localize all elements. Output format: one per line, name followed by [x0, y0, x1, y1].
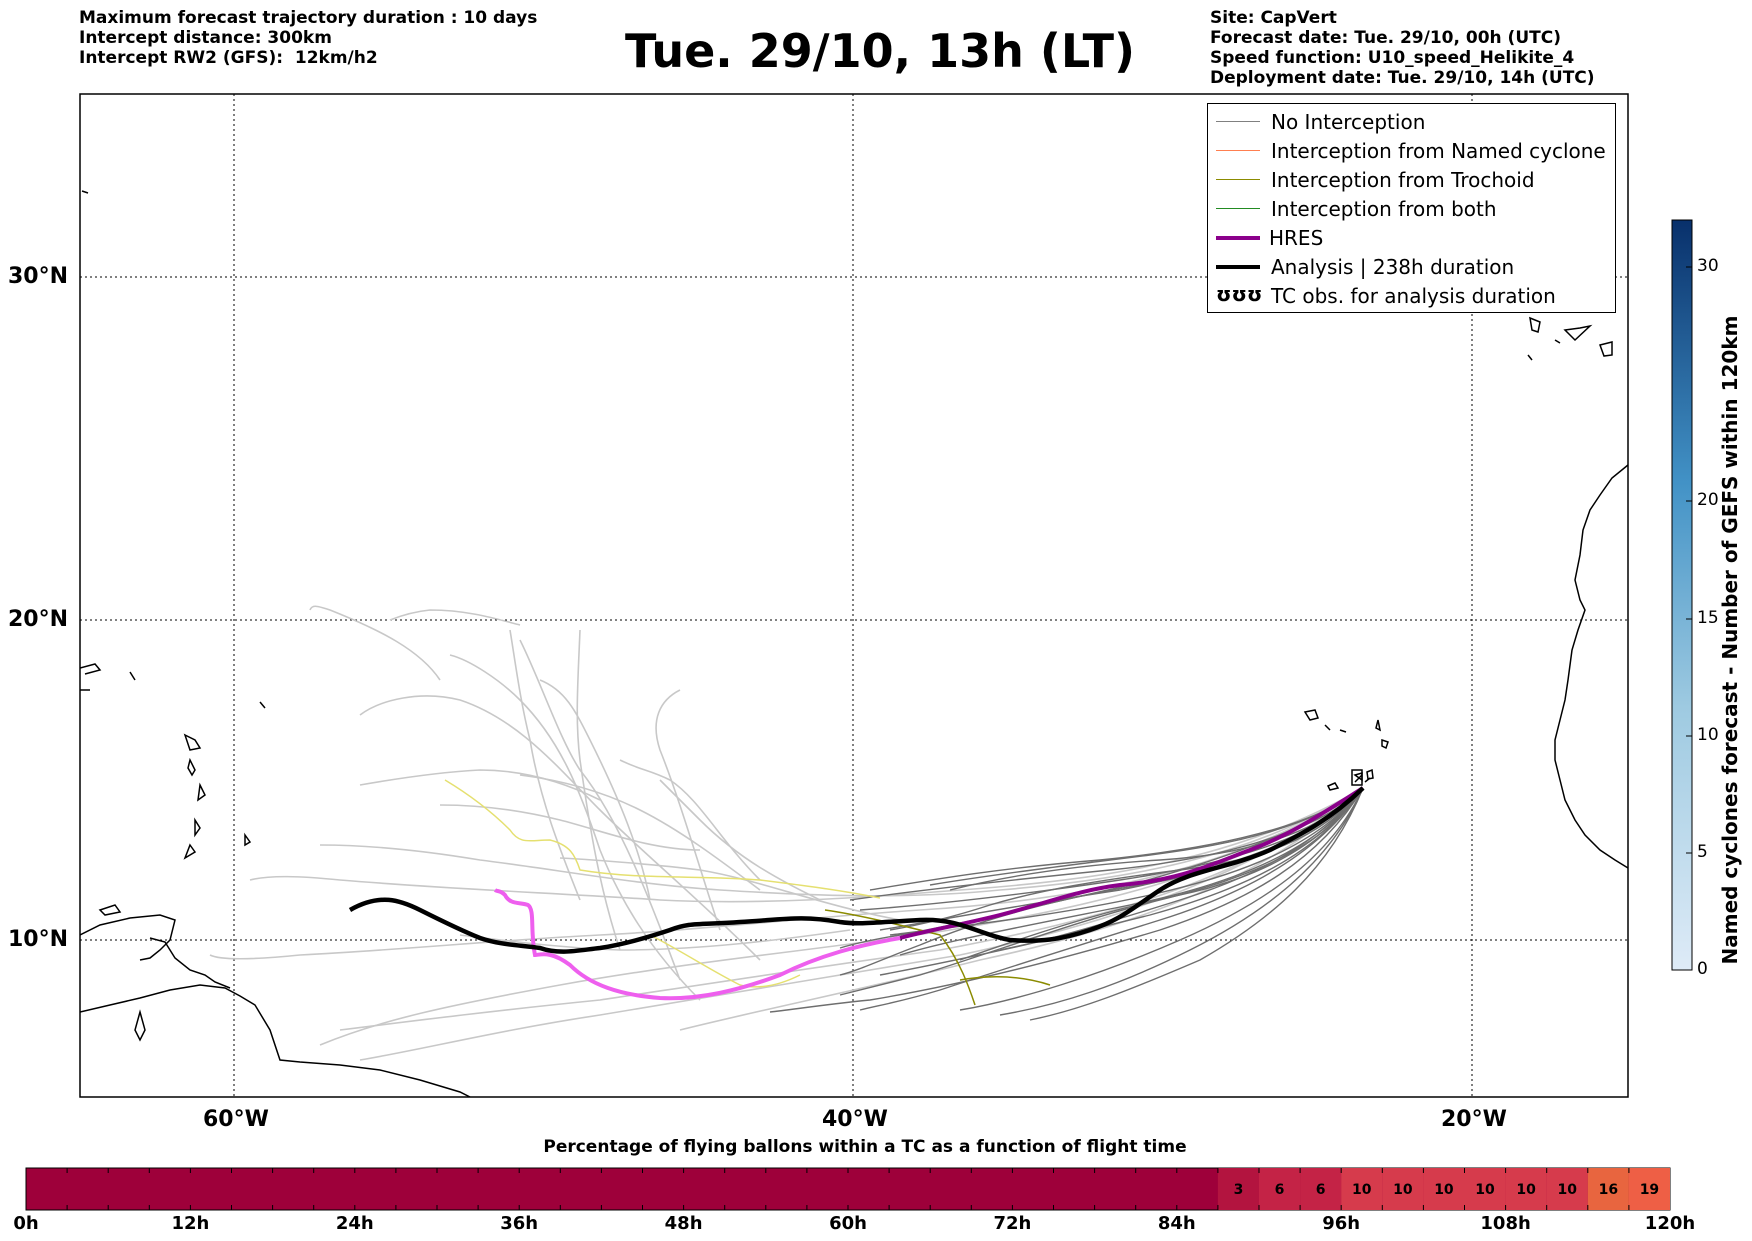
flight-time-bar-tick-label: 36h [500, 1213, 539, 1234]
header-line-forecast-date: Forecast date: Tue. 29/10, 00h (UTC) [1210, 28, 1561, 48]
colorbar-tick-0: 0 [1697, 959, 1708, 979]
trajectories-no-interception [769, 787, 1364, 1021]
header-right: Site: CapVert Forecast date: Tue. 29/10,… [1210, 8, 1595, 88]
flight-time-bar-tick-label: 96h [1322, 1213, 1361, 1234]
flight-time-bar-tick-label: 120h [1644, 1213, 1696, 1234]
lat-label-20n: 20°N [8, 607, 69, 632]
flight-time-bar-value: 6 [1315, 1182, 1326, 1198]
tc-symbol-icon: ʊʊʊ [1216, 282, 1263, 306]
flight-time-bar-cell [1505, 1168, 1547, 1210]
coastlines [80, 190, 1628, 1097]
flight-time-bar-cell [1259, 1168, 1301, 1210]
flight-time-bar-value: 10 [1557, 1182, 1577, 1198]
flight-time-bar-value: 19 [1639, 1182, 1660, 1198]
map-frame [79, 93, 1629, 1098]
lon-label-60w: 60°W [203, 1107, 269, 1132]
flight-time-bar-value: 16 [1598, 1182, 1619, 1198]
flight-time-bar-value: 3 [1233, 1182, 1244, 1198]
flight-time-bar-tick-label: 72h [993, 1213, 1032, 1234]
colorbar-label: Named cyclones forecast - Number of GEFS… [1718, 315, 1742, 965]
hres-trajectory [899, 786, 1365, 940]
flight-time-bar-tick-label: 12h [171, 1213, 210, 1234]
flight-time-bar [25, 1167, 1671, 1211]
page-title: Tue. 29/10, 13h (LT) [625, 24, 1135, 78]
trajectories-faded [209, 605, 1364, 1061]
flight-time-bar-cell [1382, 1168, 1424, 1210]
flight-time-bar-cell [1587, 1168, 1629, 1210]
flight-time-bar-tick-label: 48h [664, 1213, 703, 1234]
flight-time-bar-tick-label: 0h [13, 1213, 39, 1234]
lat-label-10n: 10°N [8, 927, 69, 952]
lon-label-40w: 40°W [822, 1107, 888, 1132]
flight-time-bar-cell [1423, 1168, 1465, 1210]
map-legend: No Interception Interception from Named … [1207, 103, 1616, 313]
hres-trajectory-early [493, 888, 901, 1001]
header-left: Maximum forecast trajectory duration : 1… [79, 8, 537, 68]
flight-time-bar-cell [1464, 1168, 1506, 1210]
header-line-site: Site: CapVert [1210, 8, 1337, 28]
colorbar-tick-10: 10 [1697, 725, 1719, 745]
header-line-deployment-date: Deployment date: Tue. 29/10, 14h (UTC) [1210, 68, 1595, 88]
flight-time-bar-cell [1341, 1168, 1383, 1210]
header-line-speed-function: Speed function: U10_speed_Helikite_4 [1210, 48, 1575, 68]
flight-time-bar-value: 6 [1274, 1182, 1285, 1198]
flight-time-bar-value: 10 [1434, 1182, 1454, 1198]
analysis-trajectory [348, 786, 1365, 954]
header-line-duration: Maximum forecast trajectory duration : 1… [79, 8, 538, 28]
flight-time-bar-tick-label: 84h [1157, 1213, 1196, 1234]
trajectories-trochoid [444, 779, 1051, 1006]
lat-label-30n: 30°N [8, 264, 69, 289]
flight-time-bar-value: 10 [1352, 1182, 1372, 1198]
flight-time-bar-tick-label: 24h [335, 1213, 374, 1234]
flight-time-bar-tick-label: 60h [829, 1213, 867, 1234]
lon-label-20w: 20°W [1441, 1107, 1507, 1132]
flight-time-bar-cell [1628, 1168, 1670, 1210]
flight-time-bar-value: 10 [1393, 1182, 1413, 1198]
colorbar-tick-15: 15 [1697, 608, 1719, 628]
flight-time-bar-tick-label: 108h [1480, 1213, 1531, 1234]
header-line-distance: Intercept distance: 300km [79, 28, 332, 48]
flight-time-bar-cell [1300, 1168, 1342, 1210]
header-line-rw2: Intercept RW2 (GFS): 12km/h2 [79, 48, 378, 68]
colorbar-tick-20: 20 [1697, 490, 1719, 510]
flight-time-bar-title: Percentage of flying ballons within a TC… [543, 1137, 1187, 1157]
colorbar [1671, 219, 1693, 971]
flight-time-bar-cell [1546, 1168, 1588, 1210]
flight-time-bar-value: 10 [1516, 1182, 1536, 1198]
flight-time-bar-value: 10 [1475, 1182, 1495, 1198]
flight-time-bar-cell [1217, 1168, 1259, 1210]
colorbar-tick-5: 5 [1697, 842, 1708, 862]
colorbar-tick-30: 30 [1697, 256, 1719, 276]
